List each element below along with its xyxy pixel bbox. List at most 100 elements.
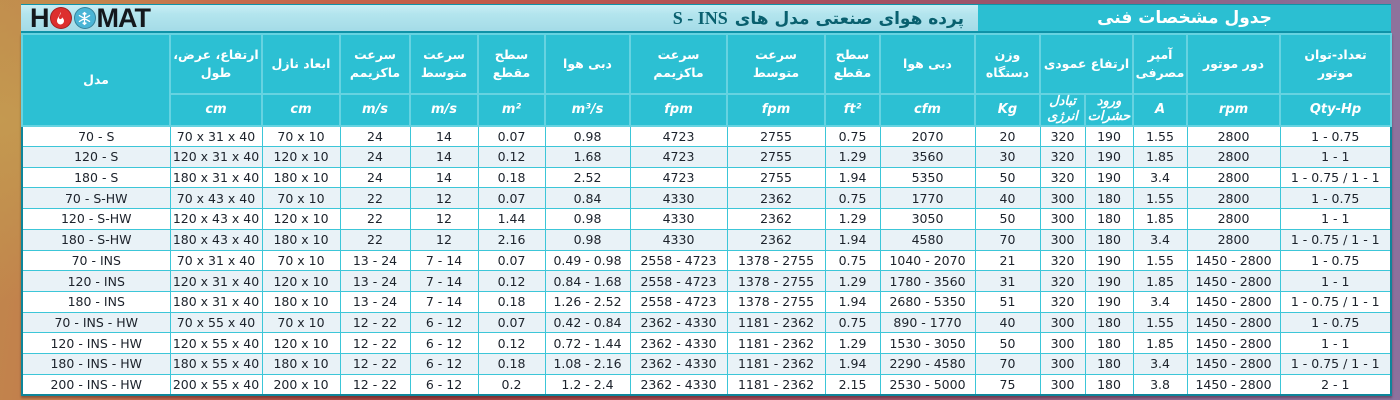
cell-h_insects: 180 bbox=[1084, 187, 1134, 210]
cell-nozzle: 180 x 10 bbox=[261, 166, 341, 189]
cell-vmax_ms: 12 - 22 bbox=[339, 352, 411, 375]
cell-nozzle: 120 x 10 bbox=[261, 270, 341, 292]
cell-dims: 70 x 31 x 40 bbox=[169, 249, 263, 272]
cell-amps: 1.55 bbox=[1132, 187, 1188, 210]
cell-vmax_ms: 24 bbox=[339, 166, 411, 189]
cell-vavg_ms: 7 - 14 bbox=[409, 270, 479, 292]
cell-amps: 1.55 bbox=[1132, 125, 1188, 148]
hoomat-logo: H MAT bbox=[30, 4, 151, 32]
cell-rpm: 1450 - 2800 bbox=[1186, 290, 1281, 313]
cell-qty_hp: 1 - 0.75 / 1 - 1 bbox=[1279, 228, 1392, 251]
unit-header-amps: A bbox=[1132, 93, 1189, 127]
cell-amps: 1.85 bbox=[1132, 270, 1188, 292]
col-header-weight: وزن دستگاه bbox=[974, 33, 1041, 95]
banner-left-segment: H MAT پرده هوای صنعتی مدل های S - INS bbox=[21, 4, 978, 32]
unit-header-vmax_fpm: fpm bbox=[629, 93, 728, 127]
cell-flow_m3s: 0.84 bbox=[544, 187, 631, 210]
cell-flow_cfm: 1770 bbox=[879, 187, 976, 210]
cell-rpm: 1450 - 2800 bbox=[1186, 373, 1281, 396]
cell-dims: 180 x 55 x 40 bbox=[169, 352, 263, 375]
cell-model: 120 - S bbox=[21, 146, 171, 168]
cell-area_ft2: 1.94 bbox=[824, 290, 881, 313]
cell-vavg_ms: 14 bbox=[409, 166, 479, 189]
col-header-vmax_ms: سرعت ماکزیمم bbox=[339, 33, 411, 95]
cell-weight: 30 bbox=[974, 146, 1041, 168]
cell-area_ft2: 1.29 bbox=[824, 270, 881, 292]
cell-weight: 51 bbox=[974, 290, 1041, 313]
cell-vmax_ms: 12 - 22 bbox=[339, 373, 411, 396]
cell-dims: 120 x 43 x 40 bbox=[169, 208, 263, 230]
cell-amps: 1.85 bbox=[1132, 332, 1188, 354]
cell-weight: 70 bbox=[974, 352, 1041, 375]
cell-model: 70 - INS bbox=[21, 249, 171, 272]
cell-flow_cfm: 890 - 1770 bbox=[879, 311, 976, 334]
cell-vmax_fpm: 4723 bbox=[629, 146, 728, 168]
cell-area_m2: 0.12 bbox=[477, 146, 546, 168]
spec-title: جدول مشخصات فنی bbox=[1097, 8, 1272, 28]
cell-amps: 1.85 bbox=[1132, 146, 1188, 168]
cell-h_insects: 190 bbox=[1084, 166, 1134, 189]
table-row: 180 - INS 180 x 31 x 40 180 x 10 13 - 24 7 -… bbox=[21, 290, 1392, 313]
header-names-row: مدل ارتفاع، عرض، طول ابعاد نازل سرعت ماکزیم… bbox=[21, 33, 1393, 127]
cell-flow_m3s: 0.72 - 1.44 bbox=[544, 332, 631, 354]
cell-qty_hp: 1 - 0.75 bbox=[1279, 125, 1392, 148]
cell-weight: 40 bbox=[974, 187, 1041, 210]
cell-area_ft2: 2.15 bbox=[824, 373, 881, 396]
cell-rpm: 2800 bbox=[1186, 187, 1281, 210]
cell-flow_m3s: 0.98 bbox=[544, 208, 631, 230]
cell-dims: 180 x 31 x 40 bbox=[169, 290, 263, 313]
cell-rpm: 1450 - 2800 bbox=[1186, 249, 1281, 272]
cell-vavg_ms: 6 - 12 bbox=[409, 311, 479, 334]
cell-weight: 21 bbox=[974, 249, 1041, 272]
cell-flow_m3s: 0.84 - 1.68 bbox=[544, 270, 631, 292]
cell-h_insects: 180 bbox=[1084, 373, 1134, 396]
cell-weight: 40 bbox=[974, 311, 1041, 334]
cell-nozzle: 70 x 10 bbox=[261, 187, 341, 210]
cell-nozzle: 70 x 10 bbox=[261, 125, 341, 148]
cell-h_insects: 190 bbox=[1084, 146, 1134, 168]
flame-icon bbox=[49, 7, 72, 29]
cell-vmax_fpm: 4330 bbox=[629, 208, 728, 230]
unit-header-vmax_ms: m/s bbox=[339, 93, 411, 127]
cell-nozzle: 200 x 10 bbox=[261, 373, 341, 396]
subcol-header-h_insects: ورود حشرات bbox=[1083, 93, 1135, 127]
cell-flow_cfm: 5350 bbox=[879, 166, 976, 189]
cell-h_energy: 300 bbox=[1039, 228, 1086, 251]
cell-qty_hp: 1 - 1 bbox=[1279, 208, 1392, 230]
cell-rpm: 1450 - 2800 bbox=[1186, 270, 1281, 292]
snowflake-icon bbox=[73, 7, 96, 29]
cell-vavg_ms: 7 - 14 bbox=[409, 249, 479, 272]
cell-vmax_ms: 24 bbox=[339, 146, 411, 168]
cell-vavg_ms: 6 - 12 bbox=[409, 332, 479, 354]
cell-h_energy: 300 bbox=[1039, 187, 1086, 210]
cell-flow_m3s: 1.2 - 2.4 bbox=[544, 373, 631, 396]
col-header-vavg_ms: سرعت متوسط bbox=[409, 33, 479, 95]
cell-flow_m3s: 1.68 bbox=[544, 146, 631, 168]
col-header-area_m2: سطح مقطع bbox=[477, 33, 546, 95]
spec-sheet: H MAT پرده هوای صنعتی مدل های S - INS bbox=[21, 4, 1393, 396]
col-header-vavg_fpm: سرعت متوسط bbox=[726, 33, 826, 95]
cell-qty_hp: 1 - 1 bbox=[1279, 270, 1392, 292]
cell-area_m2: 1.44 bbox=[477, 208, 546, 230]
table-row: 120 - INS - HW 120 x 55 x 40 120 x 10 12 - … bbox=[21, 332, 1392, 354]
table-row: 200 - INS - HW 200 x 55 x 40 200 x 10 12 - … bbox=[21, 373, 1392, 396]
cell-weight: 20 bbox=[974, 125, 1041, 148]
cell-h_energy: 320 bbox=[1039, 290, 1086, 313]
col-header-qty_hp: تعداد-توان موتور bbox=[1279, 33, 1393, 95]
cell-vavg_fpm: 2755 bbox=[726, 166, 826, 189]
cell-vmax_fpm: 2558 - 4723 bbox=[629, 290, 728, 313]
cell-area_m2: 0.07 bbox=[477, 187, 546, 210]
cell-dims: 180 x 31 x 40 bbox=[169, 166, 263, 189]
cell-model: 120 - INS bbox=[21, 270, 171, 292]
col-header-amps: آمپر مصرفی bbox=[1132, 33, 1189, 95]
cell-area_m2: 0.18 bbox=[477, 166, 546, 189]
cell-qty_hp: 1 - 1 bbox=[1279, 146, 1392, 168]
cell-h_energy: 320 bbox=[1039, 146, 1086, 168]
cell-h_energy: 300 bbox=[1039, 352, 1086, 375]
cell-weight: 31 bbox=[974, 270, 1041, 292]
cell-vavg_ms: 12 bbox=[409, 228, 479, 251]
cell-h_insects: 190 bbox=[1084, 125, 1134, 148]
cell-h_insects: 190 bbox=[1084, 270, 1134, 292]
cell-model: 120 - S-HW bbox=[21, 208, 171, 230]
cell-flow_cfm: 2070 bbox=[879, 125, 976, 148]
